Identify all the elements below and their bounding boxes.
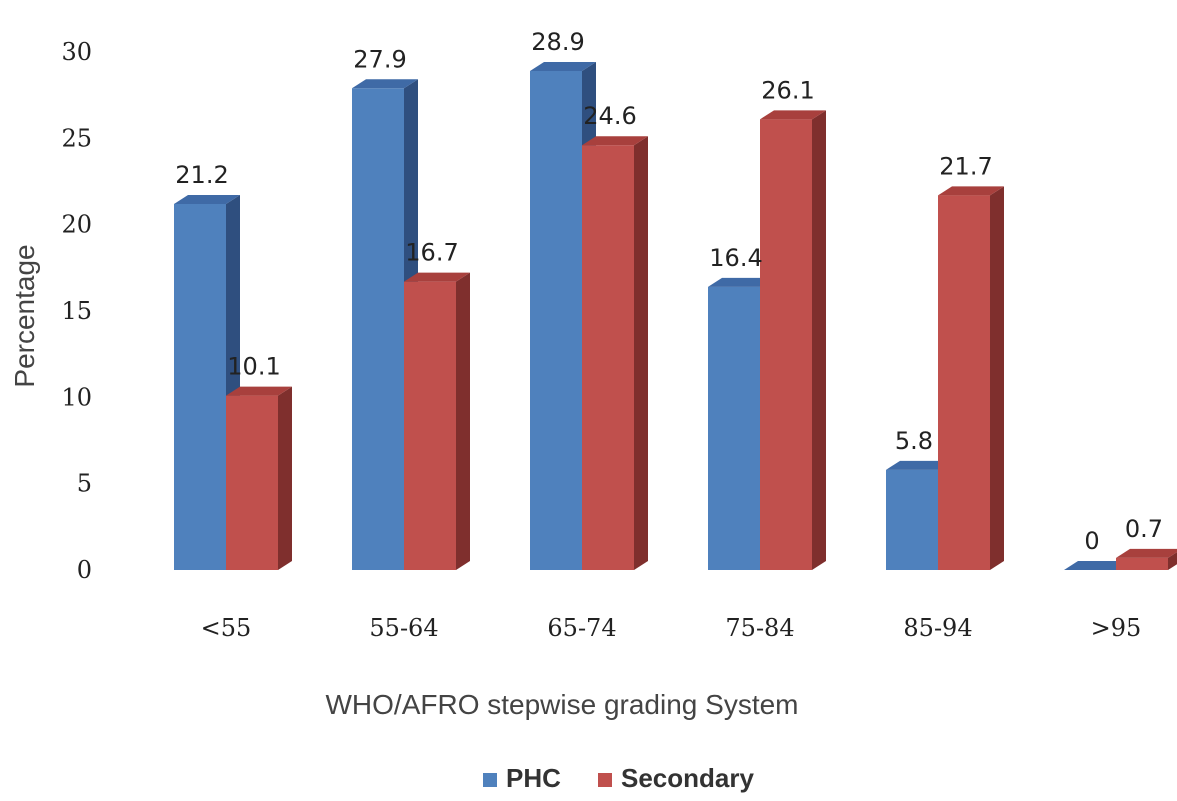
legend-swatch bbox=[483, 773, 497, 787]
y-tick-label: 10 bbox=[61, 383, 92, 411]
bar bbox=[352, 79, 418, 570]
legend-item: PHC bbox=[483, 763, 561, 793]
legend-item: Secondary bbox=[598, 763, 754, 793]
data-label: 16.7 bbox=[405, 239, 458, 267]
x-tick-label: 75-84 bbox=[725, 614, 794, 642]
data-label: 28.9 bbox=[531, 28, 584, 56]
data-label: 21.7 bbox=[939, 152, 992, 180]
x-tick-label: 65-74 bbox=[547, 614, 616, 642]
x-axis-title: WHO/AFRO stepwise grading System bbox=[325, 689, 798, 720]
x-tick-label: 85-94 bbox=[903, 614, 972, 642]
x-tick-label: >95 bbox=[1091, 614, 1142, 642]
data-label: 16.4 bbox=[709, 244, 762, 272]
y-tick-label: 20 bbox=[61, 211, 92, 239]
y-tick-label: 15 bbox=[61, 297, 92, 325]
data-label: 0 bbox=[1084, 527, 1099, 555]
legend: PHC Secondary bbox=[483, 763, 754, 793]
data-label: 10.1 bbox=[227, 353, 280, 381]
bar bbox=[582, 136, 648, 571]
y-axis-ticks: 0 5 10 15 20 25 30 bbox=[61, 38, 92, 584]
x-tick-label: 55-64 bbox=[369, 614, 438, 642]
legend-label: Secondary bbox=[621, 763, 754, 793]
bar bbox=[938, 186, 1004, 570]
bar bbox=[226, 386, 292, 570]
data-label: 24.6 bbox=[583, 102, 636, 130]
x-tick-label: <55 bbox=[201, 614, 252, 642]
y-tick-label: 30 bbox=[61, 38, 92, 66]
x-axis-ticks: <55 55-64 65-74 75-84 85-94 >95 bbox=[201, 614, 1142, 642]
data-label: 5.8 bbox=[895, 427, 933, 455]
bar bbox=[760, 110, 826, 570]
y-tick-label: 25 bbox=[61, 124, 92, 152]
data-label: 21.2 bbox=[175, 161, 228, 189]
y-axis-title: Percentage bbox=[9, 244, 40, 387]
bars bbox=[174, 61, 1177, 571]
data-labels: 21.2 10.1 27.9 16.7 28.9 24.6 16.4 26.1 5.8 21.7 0… bbox=[175, 28, 1163, 555]
legend-label: PHC bbox=[506, 763, 561, 793]
data-label: 26.1 bbox=[761, 76, 814, 104]
legend-swatch bbox=[598, 773, 612, 787]
bar bbox=[1064, 561, 1130, 570]
data-label: 27.9 bbox=[353, 45, 406, 73]
bar bbox=[1116, 548, 1177, 570]
y-tick-label: 0 bbox=[77, 556, 92, 584]
bar bbox=[404, 272, 470, 570]
y-tick-label: 5 bbox=[77, 470, 92, 498]
data-label: 0.7 bbox=[1125, 515, 1163, 543]
